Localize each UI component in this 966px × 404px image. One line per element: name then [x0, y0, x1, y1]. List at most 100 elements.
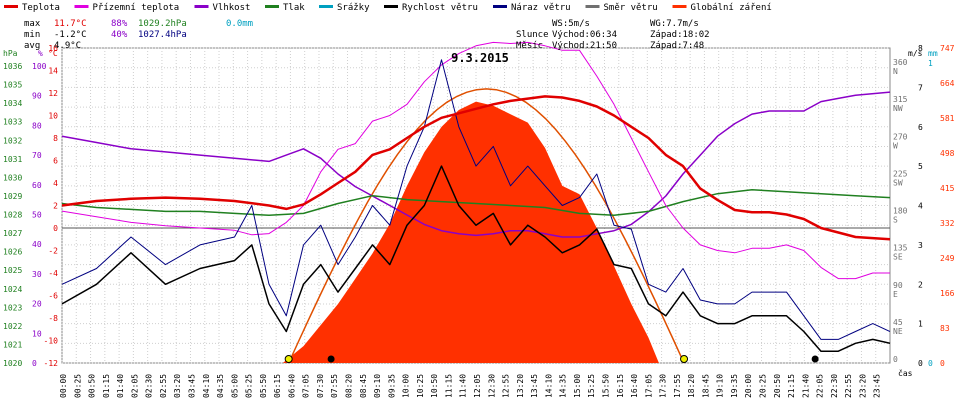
time-axis-tick: 08:45	[359, 374, 368, 398]
time-axis-tick: 00:50	[88, 374, 97, 398]
time-axis-tick: 01:40	[116, 374, 125, 398]
legend-swatch	[74, 5, 89, 8]
direction-axis-tick: 45	[893, 318, 903, 327]
humidity-axis-tick: 100	[32, 62, 47, 71]
pressure-axis-tick: 1035	[3, 81, 22, 90]
humidity-axis-tick: 50	[32, 211, 42, 220]
wind-wg: WG:7.7m/s	[650, 19, 699, 29]
legend-swatch	[672, 5, 687, 8]
sun-label: Slunce	[516, 30, 549, 40]
time-axis-tick: 05:25	[245, 374, 254, 398]
pressure-axis-tick: 1027	[3, 229, 22, 238]
time-axis-tick: 13:45	[530, 374, 539, 398]
wind-axis-tick: 6	[918, 123, 923, 132]
stat-max-temp: 11.7°C	[54, 19, 87, 29]
stat-min-label: min	[24, 30, 40, 40]
time-axis-tick: 04:10	[202, 374, 211, 398]
legend: Teplota Přízemní teplota Vlhkost Tlak Srážky…	[4, 3, 772, 13]
temperature-axis-tick: -10	[44, 337, 59, 346]
time-axis-tick: 21:15	[787, 374, 796, 398]
pressure-axis-tick: 1034	[3, 99, 22, 108]
radiation-axis-tick: 83	[940, 324, 950, 333]
wind-speed-line	[61, 165, 891, 352]
direction-axis-tick: 90	[893, 281, 903, 290]
stat-max-label: max	[24, 19, 41, 29]
direction-axis-label: SW	[893, 178, 903, 187]
pressure-axis-tick: 1033	[3, 118, 22, 127]
radiation-axis-tick: 166	[940, 289, 955, 298]
time-axis-tick: 11:15	[444, 374, 453, 398]
legend-swatch	[4, 5, 18, 8]
stat-min-press: 1027.4hPa	[138, 30, 187, 40]
time-axis-tick: 10:50	[430, 374, 439, 398]
direction-axis-tick: 270	[893, 132, 908, 141]
direction-axis-label: S	[893, 216, 898, 225]
legend-item-label: Směr větru	[604, 3, 658, 13]
time-axis-tick: 05:00	[230, 374, 239, 398]
radiation-axis-tick: 747	[940, 44, 955, 53]
axes: 1036103510341033103210311030102910281027…	[3, 44, 955, 398]
wind-unit: m/s	[908, 49, 923, 58]
time-axis-tick: 02:55	[159, 374, 168, 398]
direction-axis-tick: 180	[893, 207, 908, 216]
time-axis-tick: 22:55	[844, 374, 853, 398]
humidity-axis-tick: 20	[32, 300, 42, 309]
time-axis-tick: 10:00	[402, 374, 411, 398]
direction-axis-tick: 360	[893, 58, 908, 67]
direction-axis-tick: 0	[893, 355, 898, 364]
legend-swatch	[585, 5, 600, 8]
legend-swatch	[319, 5, 333, 8]
time-axis-tick: 02:05	[130, 374, 139, 398]
humidity-axis-tick: 80	[32, 121, 42, 130]
temperature-axis-tick: 2	[53, 202, 58, 211]
moonset-marker	[327, 355, 335, 363]
legend-item-label: Rychlost větru	[402, 3, 478, 13]
moon-set: Západ:7:48	[650, 41, 704, 51]
legend-item-label: Náraz větru	[511, 3, 571, 13]
humidity-axis-tick: 30	[32, 270, 42, 279]
legend-item-label: Srážky	[337, 3, 370, 13]
wind-ws: WS:5m/s	[552, 19, 590, 29]
direction-axis-label: N	[893, 67, 898, 76]
wind-axis-tick: 3	[918, 241, 923, 250]
ground-temperature-line	[61, 41, 890, 280]
pressure-axis-tick: 1023	[3, 303, 22, 312]
rain-axis-tick: 0	[928, 359, 933, 368]
time-axis-tick: 06:15	[273, 374, 282, 398]
temperature-axis-tick: -2	[48, 247, 58, 256]
stat-min-temp: -1.2°C	[54, 30, 87, 40]
time-axis-tick: 02:30	[145, 374, 154, 398]
humidity-axis-tick: 40	[32, 240, 42, 249]
time-axis-tick: 06:40	[287, 374, 296, 398]
stat-avg-temp: 4.9°C	[54, 41, 81, 51]
temperature-axis-tick: 6	[53, 157, 58, 166]
direction-axis-label: E	[893, 290, 898, 299]
time-axis-tick: 14:10	[544, 374, 553, 398]
stat-min-hum: 40%	[111, 30, 128, 40]
time-axis-tick: 21:40	[801, 374, 810, 398]
direction-axis-label: NW	[893, 104, 903, 113]
time-axis-tick: 18:20	[687, 374, 696, 398]
time-axis-tick: 23:45	[873, 374, 882, 398]
time-axis-tick: 11:40	[459, 374, 468, 398]
time-axis-tick: 19:10	[716, 374, 725, 398]
time-unit: čas	[898, 368, 913, 378]
time-axis-tick: 15:50	[601, 374, 610, 398]
time-axis-tick: 17:55	[673, 374, 682, 398]
moon-rise: Východ:21:50	[552, 41, 617, 51]
wind-axis-tick: 7	[918, 83, 923, 92]
humidity-line	[61, 91, 891, 238]
time-axis-tick: 17:30	[659, 374, 668, 398]
pressure-axis-tick: 1028	[3, 211, 22, 220]
time-axis-tick: 13:20	[516, 374, 525, 398]
humidity-axis-tick: 90	[32, 92, 42, 101]
time-axis-tick: 01:15	[102, 374, 111, 398]
time-axis-tick: 20:25	[759, 374, 768, 398]
temperature-axis-tick: 16	[48, 44, 58, 53]
rain-unit: mm	[928, 49, 938, 58]
direction-axis-tick: 225	[893, 169, 908, 178]
pressure-axis-tick: 1024	[3, 285, 22, 294]
time-axis-tick: 10:25	[416, 374, 425, 398]
time-axis-tick: 15:00	[573, 374, 582, 398]
